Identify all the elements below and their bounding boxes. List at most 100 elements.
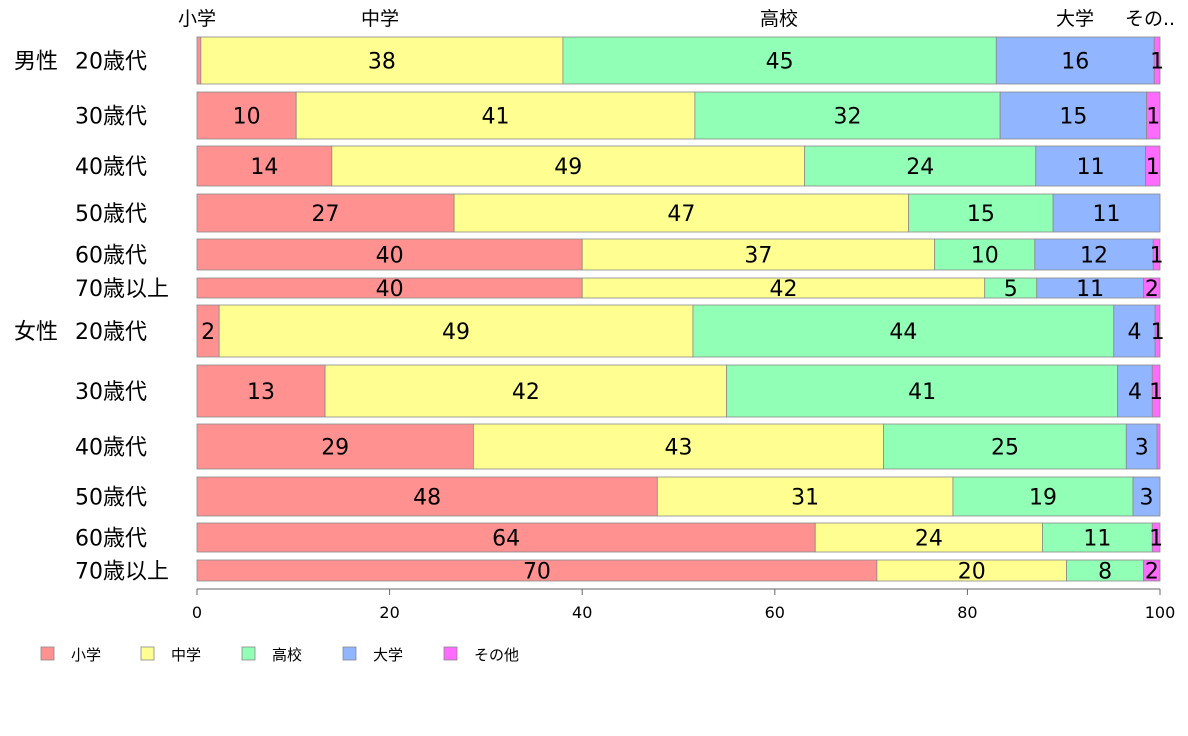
- data-label: 31: [791, 486, 819, 511]
- bar-segment: [1042, 522, 1153, 553]
- data-label: 42: [769, 277, 797, 302]
- data-label: 41: [908, 380, 936, 405]
- group-label: 男性: [14, 50, 58, 75]
- top-category-label: 高校: [760, 8, 798, 30]
- bar-segment: [1034, 238, 1154, 271]
- data-label: 1: [1149, 527, 1163, 552]
- data-label: 13: [247, 380, 275, 405]
- data-label: 48: [413, 486, 441, 511]
- data-label: 29: [321, 436, 349, 461]
- data-label: 1: [1146, 155, 1160, 180]
- bar-segment: [692, 304, 1115, 358]
- bar-segment: [472, 423, 885, 470]
- top-category-labels: 小学 中学 高校 大学 その..: [178, 8, 1175, 30]
- bar-segment: [694, 91, 1001, 140]
- data-label: 24: [915, 527, 943, 552]
- row-label: 40歳代: [75, 155, 147, 180]
- bar-segment: [324, 364, 728, 418]
- data-label: 19: [1029, 486, 1057, 511]
- legend-label: その他: [474, 646, 519, 664]
- row-label: 20歳代: [75, 50, 147, 75]
- data-label: 40: [376, 244, 404, 269]
- data-label: 12: [1080, 244, 1108, 269]
- data-label: 1: [1151, 320, 1165, 345]
- bar-segment: [1132, 476, 1161, 517]
- data-label: 40: [376, 277, 404, 302]
- data-label: 11: [1077, 155, 1105, 180]
- data-label: 1: [1150, 244, 1164, 269]
- bar-segment: [200, 36, 564, 85]
- x-tick-label: 60: [765, 603, 785, 622]
- top-category-label: その..: [1125, 8, 1175, 30]
- data-label: 10: [971, 244, 999, 269]
- data-label: 45: [766, 50, 794, 75]
- bar-segment: [804, 145, 1037, 187]
- data-label: 70: [523, 560, 551, 585]
- row-label: 60歳代: [75, 527, 147, 552]
- bar-segment: [196, 36, 202, 85]
- legend-swatch: [140, 646, 155, 661]
- legend-label: 小学: [71, 646, 101, 664]
- bar-segment: [1145, 145, 1161, 187]
- top-category-label: 中学: [361, 8, 399, 30]
- bar-segment: [196, 364, 326, 418]
- bar-segment: [196, 423, 474, 470]
- bar-segment: [1154, 304, 1161, 358]
- bar-segment: [1151, 522, 1161, 553]
- data-label: 1: [1150, 50, 1164, 75]
- data-label: 20: [958, 560, 986, 585]
- bar-segment: [952, 476, 1134, 517]
- data-label: 47: [667, 202, 695, 227]
- data-label: 25: [991, 436, 1019, 461]
- data-label: 2: [1145, 560, 1159, 585]
- x-tick-label: 0: [192, 603, 202, 622]
- data-label: 44: [889, 320, 917, 345]
- group-label: 女性: [14, 320, 58, 345]
- bar-segment: [295, 91, 696, 140]
- bar-segment: [934, 238, 1036, 271]
- bar-segment: [1143, 559, 1161, 582]
- top-category-label: 小学: [178, 8, 216, 30]
- legend-swatch: [443, 646, 458, 661]
- bar-segment: [196, 193, 455, 233]
- data-label: 24: [906, 155, 934, 180]
- legend-label: 中学: [171, 646, 201, 664]
- data-label: 8: [1098, 560, 1112, 585]
- row-label: 50歳代: [75, 486, 147, 511]
- legend-swatch: [40, 646, 55, 661]
- x-tick-label: 80: [957, 603, 977, 622]
- data-label: 15: [1059, 105, 1087, 130]
- bar-segment: [1143, 277, 1161, 299]
- bar-segment: [995, 36, 1155, 85]
- data-label: 49: [554, 155, 582, 180]
- data-label: 5: [1004, 277, 1018, 302]
- data-label: 4: [1128, 380, 1142, 405]
- x-tick-label: 20: [379, 603, 399, 622]
- data-label: 41: [482, 105, 510, 130]
- top-category-label: 大学: [1056, 8, 1094, 30]
- legend: 小学 中学 高校 大学 その他: [40, 646, 519, 664]
- bar-segment: [656, 476, 954, 517]
- data-label: 32: [834, 105, 862, 130]
- data-label: 42: [512, 380, 540, 405]
- row-label: 30歳代: [75, 105, 147, 130]
- bar-segment: [908, 193, 1054, 233]
- bar-segment: [726, 364, 1119, 418]
- data-label: 64: [492, 527, 520, 552]
- bar-segment: [581, 238, 936, 271]
- legend-label: 高校: [272, 646, 302, 664]
- bar-segment: [1152, 238, 1161, 271]
- data-label: 43: [665, 436, 693, 461]
- row-label: 40歳代: [75, 436, 147, 461]
- data-label: 49: [442, 320, 470, 345]
- bar-segment: [1035, 145, 1146, 187]
- bar-segment: [1113, 304, 1156, 358]
- data-label: 4: [1127, 320, 1141, 345]
- data-label: 11: [1093, 202, 1121, 227]
- x-tick-label: 100: [1145, 603, 1176, 622]
- row-label: 70歳以上: [75, 560, 169, 585]
- row-label: 20歳代: [75, 320, 147, 345]
